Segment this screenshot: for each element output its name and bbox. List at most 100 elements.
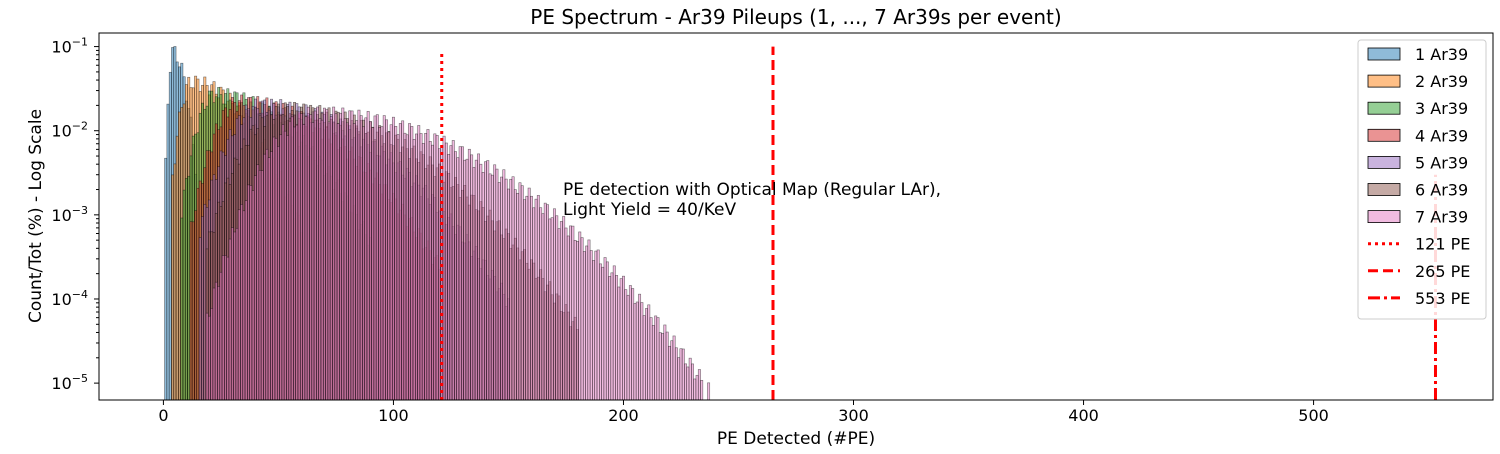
bar (525, 195, 529, 401)
bar (320, 119, 324, 401)
bar (481, 172, 485, 401)
bar (251, 190, 255, 401)
bar (488, 173, 492, 401)
bar (631, 288, 635, 401)
bar (456, 157, 460, 401)
legend-swatch (1367, 128, 1401, 142)
bar (348, 110, 352, 401)
chart-annotation: PE detection with Optical Map (Regular L… (563, 180, 946, 220)
bar (201, 216, 204, 401)
bar (451, 140, 455, 401)
bar (628, 285, 632, 401)
bar (670, 340, 674, 401)
bar (212, 287, 216, 401)
bar (182, 189, 186, 401)
bar (484, 161, 487, 401)
bar (412, 139, 416, 401)
bar (592, 260, 596, 401)
bar (511, 176, 515, 401)
legend-swatch (1367, 74, 1401, 88)
bar (578, 231, 582, 401)
bar (171, 174, 175, 401)
bar (624, 289, 628, 401)
bar (258, 170, 262, 401)
bar (403, 132, 407, 401)
bar (428, 141, 432, 401)
bar (196, 187, 200, 401)
bar (373, 115, 377, 401)
bar (380, 126, 384, 401)
y-axis-ticks: 10−110−210−310−410−5 (51, 36, 99, 393)
bar (166, 103, 170, 401)
bar (460, 146, 464, 401)
bar (378, 126, 382, 401)
bar (421, 143, 425, 401)
x-tick-label: 200 (608, 406, 639, 425)
y-tick-exponent: −3 (72, 204, 88, 217)
bar (513, 189, 517, 401)
bar (548, 218, 552, 401)
bar (594, 250, 598, 401)
bar (286, 135, 290, 401)
bar (559, 221, 563, 401)
bar (408, 123, 411, 401)
bar (507, 188, 510, 401)
legend-label: 1 Ar39 (1415, 45, 1468, 64)
bar (391, 116, 395, 401)
bar (553, 208, 556, 401)
bar (500, 176, 504, 401)
bar (309, 114, 313, 401)
bar (635, 301, 639, 401)
bar (396, 134, 400, 401)
legend-label: 553 PE (1415, 289, 1470, 308)
bar (267, 157, 271, 401)
bar (405, 134, 409, 401)
bar (332, 106, 336, 401)
bar (210, 308, 214, 401)
bar (520, 185, 524, 401)
legend-label: 6 Ar39 (1415, 181, 1468, 200)
bar (419, 133, 423, 401)
bar (359, 115, 363, 401)
bar (661, 333, 665, 401)
bar (633, 303, 637, 401)
y-tick-exponent: −5 (72, 372, 88, 385)
bar (410, 126, 414, 401)
bar (435, 135, 439, 401)
bar (228, 238, 232, 401)
bar (249, 185, 253, 401)
bar (263, 153, 267, 401)
legend-label: 121 PE (1415, 235, 1470, 254)
bar (658, 332, 662, 401)
bar (168, 71, 172, 401)
bar (329, 116, 333, 401)
bar (668, 345, 671, 401)
bar (582, 251, 586, 401)
bar (253, 175, 257, 401)
bar (663, 324, 667, 401)
bar (502, 169, 506, 401)
bar (364, 117, 368, 401)
y-tick-exponent: −1 (72, 36, 88, 49)
bar (566, 235, 570, 401)
bar (343, 118, 347, 401)
bar (194, 210, 198, 401)
bar (647, 304, 651, 401)
bar (543, 202, 547, 401)
bar (656, 317, 660, 401)
bar (414, 133, 418, 401)
histogram-bars (164, 46, 711, 401)
bar (463, 159, 467, 401)
bar (272, 136, 276, 401)
bar (316, 106, 319, 401)
bar (164, 157, 168, 401)
x-tick-label: 100 (378, 406, 409, 425)
bar (495, 168, 499, 401)
x-tick-label: 0 (158, 406, 168, 425)
bar (697, 369, 701, 401)
bar (605, 261, 609, 401)
bar (180, 217, 184, 401)
bar (681, 348, 685, 401)
bar (640, 302, 644, 401)
